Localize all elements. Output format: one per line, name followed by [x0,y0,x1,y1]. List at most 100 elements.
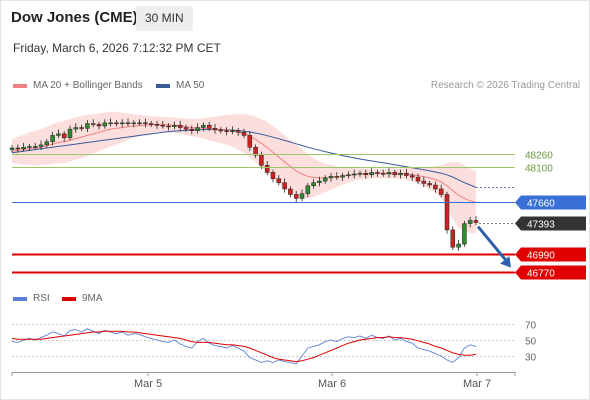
candle [421,176,427,188]
time-tick-label: Mar 7 [463,378,491,390]
candle [230,126,235,135]
candle-body [264,165,270,173]
candle [114,120,119,127]
legend-9ma-label: 9MA [82,293,103,304]
candle [288,186,293,198]
candle [357,170,363,177]
candle [137,119,142,126]
legend-rsi-label: RSI [33,293,50,304]
candle [56,129,61,139]
candle [143,118,148,128]
candle [293,190,299,203]
candle [160,120,166,129]
timeframe-badge[interactable]: 30 MIN [136,6,193,31]
candle [177,120,183,132]
time-tick-label: Mar 6 [318,378,346,390]
level-label: 48100 [525,164,553,175]
candle-body [189,128,195,131]
rsi-tick-label: 30 [525,353,537,364]
level-48100: 48100 [12,164,553,175]
candle [398,169,403,179]
candle-body [276,178,282,183]
candle [404,168,409,179]
candle [241,128,247,139]
candle-body [85,123,90,129]
candle-body [131,122,137,125]
candle [299,189,305,202]
candle-body [67,128,73,139]
candle-body [201,124,206,128]
level-label: 46990 [527,251,555,262]
rsi-line [11,328,477,365]
candle-body [148,123,154,125]
candle [154,120,160,129]
candle-body [317,180,322,183]
candle [380,169,386,177]
candle-body [421,180,427,184]
candle [305,183,311,198]
candle [467,216,473,228]
datetime-label: Friday, March 6, 2026 7:12:32 PM CET [13,41,221,55]
candle [218,127,224,134]
candle-body [322,177,328,182]
candle-body [450,229,456,248]
level-label: 47393 [527,220,555,231]
candle-body [444,194,450,231]
candle [450,226,456,250]
candle [473,216,479,226]
legend-ma50: MA 50 [156,80,204,91]
legend-9ma: 9MA [62,293,103,304]
candle [282,178,287,193]
candle [96,121,102,130]
candle-body [177,124,183,128]
level-tag [515,265,586,280]
legend-ma20-label: MA 20 + Bollinger Bands [33,80,143,91]
candle-body [143,122,148,125]
candle [212,124,218,134]
candle-body [467,220,473,224]
candle [27,143,32,151]
legend-ma20-swatch [13,83,27,88]
candle [119,119,125,128]
rsi-9ma-line [11,330,477,363]
candle [351,169,357,179]
candle [334,172,340,180]
level-label: 48260 [525,151,553,162]
candle [15,144,21,153]
candle-body [38,144,44,147]
legend-ma20: MA 20 + Bollinger Bands [13,80,143,91]
candle [166,123,171,131]
candle [50,131,55,146]
candle-body [9,147,15,150]
candle [44,138,50,148]
candle [247,131,253,151]
candle [438,184,444,198]
candle-body [363,172,369,176]
candle-body [172,124,177,128]
candlestick-layer [9,118,479,251]
legend-ma50-label: MA 50 [176,80,205,91]
candle-body [311,182,316,187]
level-46770: 46770 [12,265,586,280]
candle [392,169,398,178]
candle-body [235,130,241,133]
candle-body [230,130,235,132]
candle [148,120,154,128]
level-47393: 47393 [479,216,586,231]
candle-body [334,176,340,178]
candle [456,239,461,251]
candle [224,127,229,136]
candle-body [212,128,218,131]
candle-body [50,135,55,142]
legend-ma50-swatch [156,83,170,88]
candle-body [183,127,189,130]
candle [67,125,73,141]
candle-body [270,172,276,179]
candle [276,175,282,186]
research-credit: Research © 2026 Trading Central [430,80,580,91]
candle-body [32,146,38,148]
legend-rsi: RSI [13,293,50,304]
candle-body [328,176,334,179]
candle [206,121,212,132]
candle [73,123,79,133]
